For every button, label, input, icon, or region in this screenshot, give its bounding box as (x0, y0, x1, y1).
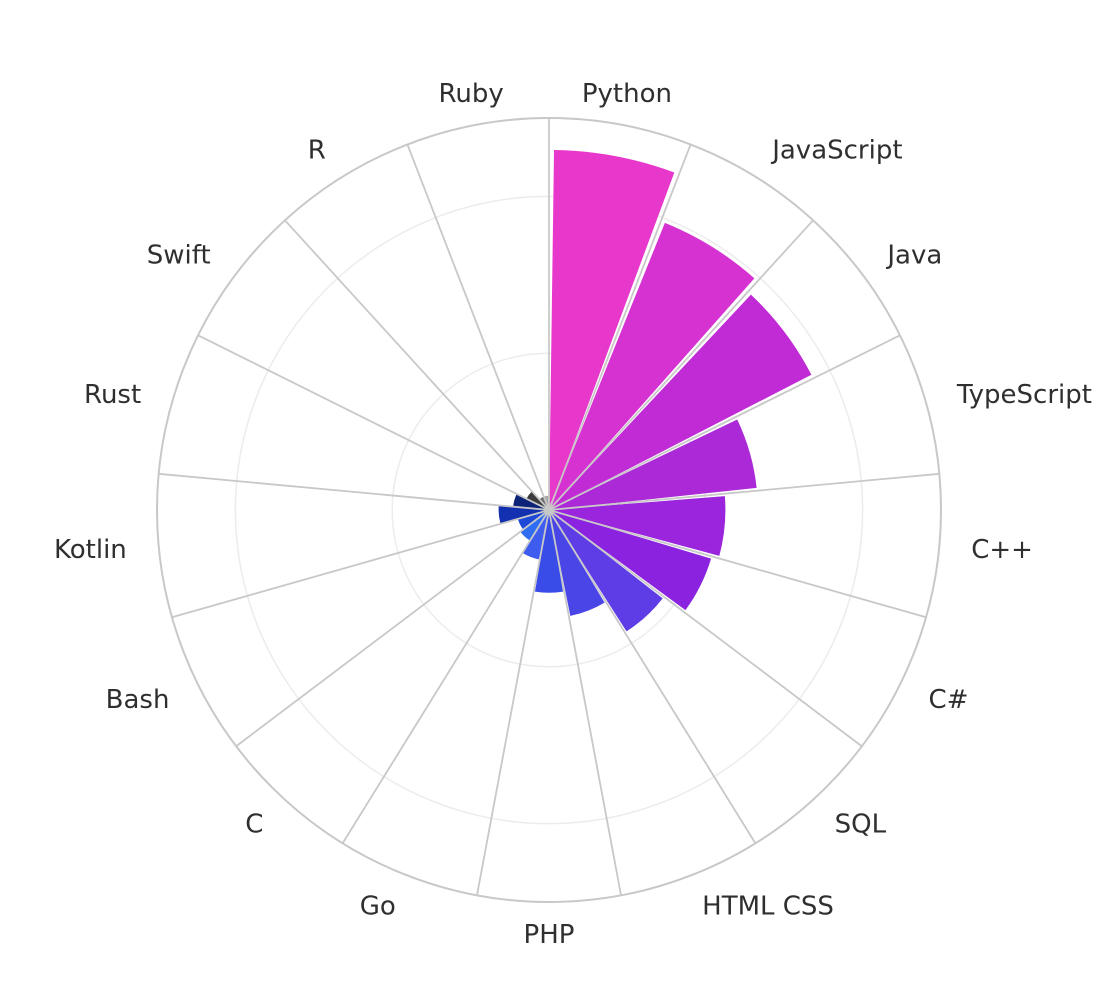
bar-typescript[interactable] (549, 419, 757, 510)
label-c: C (245, 809, 263, 839)
spoke-2 (548, 144, 692, 511)
label-swift: Swift (147, 240, 211, 270)
bar-javascript[interactable] (549, 222, 755, 510)
bar-c-[interactable] (549, 510, 712, 611)
bar-swift[interactable] (526, 491, 549, 510)
label-java: Java (885, 240, 942, 270)
bar-python[interactable] (549, 150, 675, 510)
label-javascript: JavaScript (770, 136, 902, 166)
bars (498, 150, 812, 632)
bar-go[interactable] (523, 510, 549, 560)
spoke-3 (548, 219, 814, 511)
spoke-6 (548, 509, 927, 619)
label-sql: SQL (835, 809, 887, 839)
label-r: R (308, 136, 326, 166)
spoke-13 (171, 509, 550, 619)
bar-php[interactable] (534, 510, 564, 593)
bar-html-css[interactable] (549, 510, 605, 616)
label-bash: Bash (106, 685, 170, 715)
label-kotlin: Kotlin (54, 535, 127, 565)
spoke-10 (476, 509, 550, 896)
spoke-17 (406, 144, 550, 511)
spoke-8 (548, 509, 757, 844)
spoke-15 (197, 334, 550, 511)
label-python: Python (582, 79, 672, 109)
label-html-css: HTML CSS (702, 891, 834, 921)
label-c-: C# (929, 685, 969, 715)
label-go: Go (360, 891, 396, 921)
label-typescript: TypeScript (956, 380, 1092, 410)
bar-kotlin[interactable] (498, 506, 549, 524)
spoke-14 (158, 472, 550, 511)
bar-c[interactable] (520, 510, 549, 541)
label-php: PHP (524, 920, 575, 950)
bar-sql[interactable] (549, 510, 663, 632)
bar-java[interactable] (549, 294, 812, 510)
spoke-4 (548, 334, 901, 511)
spoke-7 (548, 509, 863, 747)
bar-c-[interactable] (549, 496, 726, 556)
spoke-11 (341, 509, 550, 844)
category-labels: Python JavaScript Java TypeScript C++ C# SQL HT… (54, 79, 1092, 950)
outer-ring (156, 117, 942, 903)
spokes (158, 118, 940, 896)
spoke-5 (548, 472, 940, 511)
label-rust: Rust (84, 380, 141, 410)
label-ruby: Ruby (438, 79, 503, 109)
label-c-: C++ (971, 535, 1033, 565)
spoke-12 (235, 509, 550, 747)
spoke-16 (284, 219, 550, 511)
spoke-9 (548, 509, 622, 896)
